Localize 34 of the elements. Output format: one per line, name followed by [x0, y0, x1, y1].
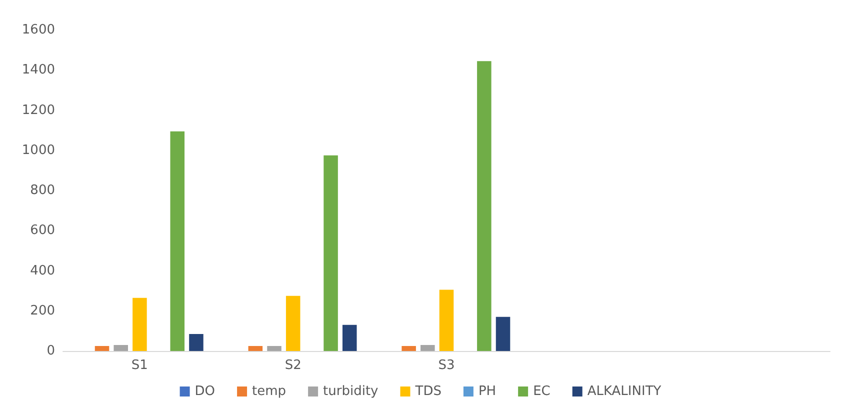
y-tick-label: 0 [46, 344, 55, 358]
x-tick-label: S2 [284, 358, 302, 373]
x-tick-label: S3 [438, 358, 455, 373]
bar [496, 316, 510, 351]
bar [402, 346, 416, 351]
bar [170, 131, 185, 351]
y-tick-label: 400 [30, 263, 55, 278]
bar [324, 155, 338, 351]
y-tick-label: 1600 [22, 22, 55, 38]
bar [439, 290, 454, 351]
y-tick-label: 600 [30, 223, 55, 238]
legend-label: PH [478, 384, 496, 399]
bar [248, 346, 263, 351]
x-tick-label: S1 [131, 358, 148, 373]
y-tick-label: 200 [30, 303, 55, 318]
y-tick-label: 1000 [22, 142, 55, 158]
y-tick-label: 1400 [22, 62, 55, 78]
bar [189, 334, 204, 351]
y-tick-label: 800 [30, 183, 55, 198]
legend-label: EC [533, 384, 550, 399]
bar [114, 344, 128, 351]
bar [477, 61, 492, 351]
legend-label: DO [194, 384, 216, 399]
bar [342, 324, 357, 351]
bar [286, 296, 300, 351]
legend-label: temp [252, 384, 286, 399]
bar [132, 298, 147, 351]
legend-label: turbidity [323, 384, 379, 399]
legend-label: ALKALINITY [587, 384, 662, 399]
legend-label: TDS [414, 384, 442, 399]
bar [420, 344, 435, 351]
bar [267, 346, 282, 351]
bar [94, 346, 110, 351]
y-tick-label: 1200 [22, 102, 55, 118]
